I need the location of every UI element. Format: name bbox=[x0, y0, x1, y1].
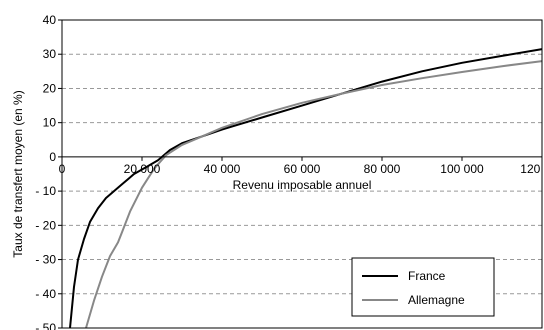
legend-label-france: France bbox=[408, 269, 446, 283]
y-tick-label: 10 bbox=[43, 116, 57, 130]
y-tick-label: - 20 bbox=[35, 218, 56, 232]
y-tick-label: - 50 bbox=[35, 321, 56, 330]
y-tick-label: - 40 bbox=[35, 287, 56, 301]
legend: France Allemagne bbox=[351, 257, 495, 317]
x-tick-label: 40 000 bbox=[204, 162, 241, 176]
y-tick-label: - 30 bbox=[35, 253, 56, 267]
x-tick-label: 20 000 bbox=[124, 162, 161, 176]
plot-frame bbox=[61, 19, 543, 329]
series-line-france bbox=[69, 48, 543, 329]
y-tick-label: 20 bbox=[43, 81, 57, 95]
legend-box bbox=[351, 257, 495, 317]
x-tick-label: 100 000 bbox=[440, 162, 484, 176]
grid bbox=[62, 53, 542, 295]
y-axis-label: Taux de transfert moyen (en %) bbox=[11, 90, 25, 257]
series-lines bbox=[69, 48, 543, 329]
x-tick-label: 80 000 bbox=[364, 162, 401, 176]
x-axis-label: Revenu imposable annuel bbox=[233, 178, 372, 192]
y-tick-label: 0 bbox=[49, 150, 56, 164]
x-tick-label: 120 000 bbox=[520, 162, 544, 176]
x-tick-label: 60 000 bbox=[284, 162, 321, 176]
y-tick-label: 30 bbox=[43, 47, 57, 61]
series-line-allemagne bbox=[85, 60, 543, 329]
x-tick-label: 0 bbox=[59, 162, 66, 176]
y-tick-label: - 10 bbox=[35, 184, 56, 198]
legend-label-allemagne: Allemagne bbox=[408, 293, 465, 307]
x-axis-ticks: 0 20 000 40 000 60 000 80 000 100 000 120 000 bbox=[59, 156, 544, 176]
y-tick-label: 40 bbox=[43, 13, 57, 27]
y-axis-ticks: 40 30 20 10 0 - 10 - 20 - 30 - 40 - 50 bbox=[35, 13, 62, 330]
